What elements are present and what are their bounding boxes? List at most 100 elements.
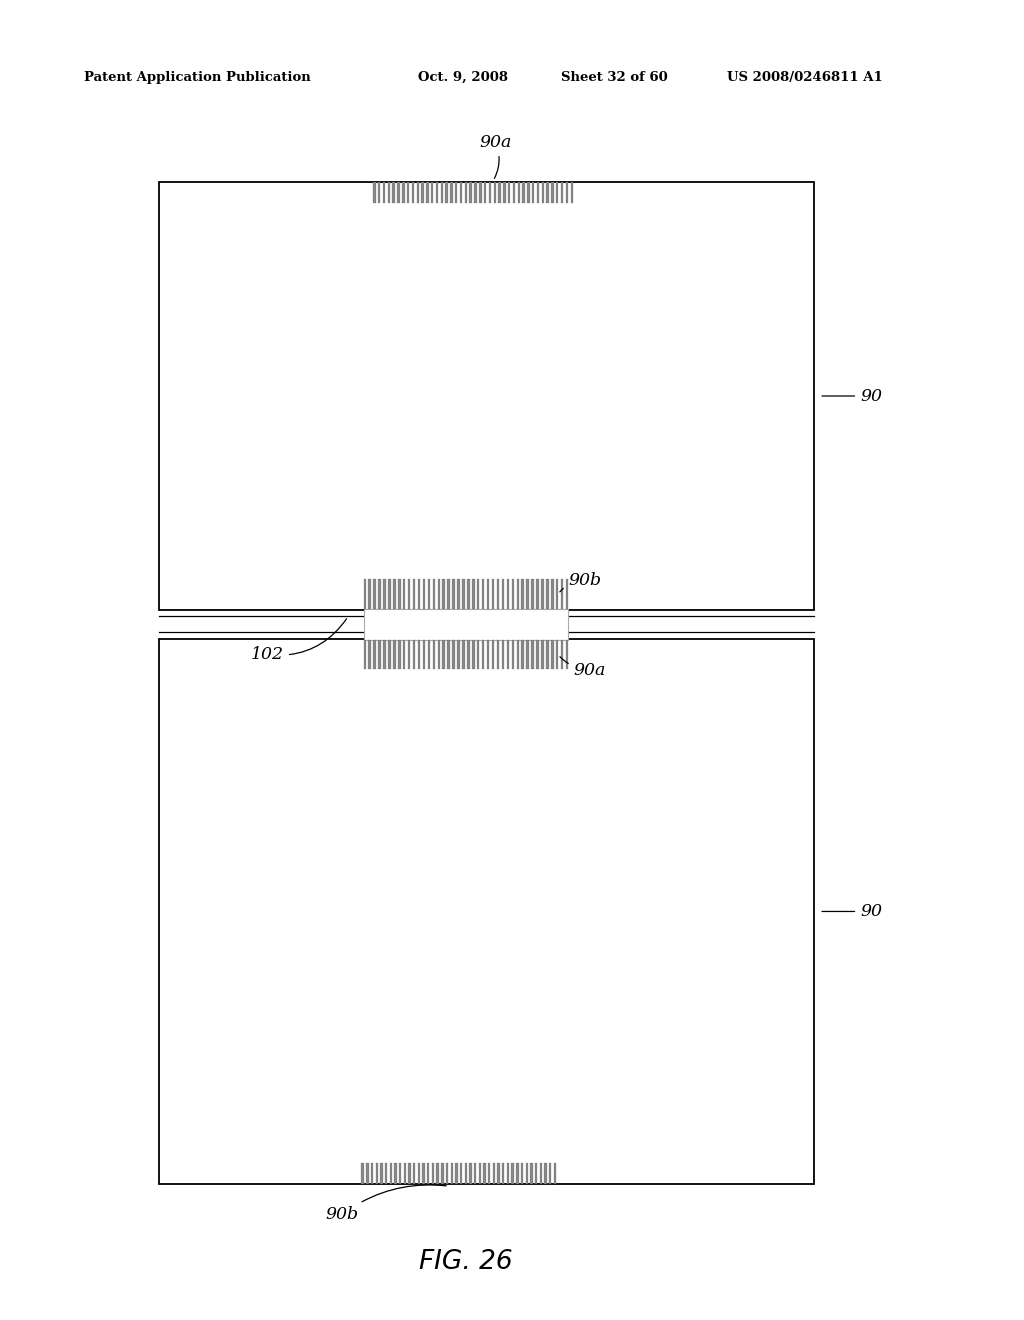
- Bar: [423, 640, 425, 669]
- Bar: [502, 579, 504, 609]
- Bar: [380, 1163, 383, 1184]
- Bar: [374, 182, 376, 203]
- Bar: [477, 579, 479, 609]
- Bar: [413, 579, 416, 609]
- Bar: [516, 579, 519, 609]
- Bar: [159, 639, 814, 1184]
- Bar: [512, 579, 514, 609]
- Bar: [418, 640, 420, 669]
- Bar: [364, 609, 568, 640]
- Bar: [551, 640, 554, 669]
- Text: 90: 90: [822, 388, 882, 404]
- Bar: [525, 1163, 528, 1184]
- Bar: [374, 640, 376, 669]
- Bar: [493, 1163, 495, 1184]
- Bar: [540, 1163, 542, 1184]
- Bar: [537, 182, 540, 203]
- Bar: [367, 1163, 369, 1184]
- Bar: [388, 579, 391, 609]
- Bar: [458, 640, 460, 669]
- Bar: [546, 640, 549, 669]
- Bar: [426, 182, 429, 203]
- Bar: [549, 1163, 551, 1184]
- Bar: [393, 579, 395, 609]
- Bar: [437, 579, 440, 609]
- Bar: [467, 640, 470, 669]
- Bar: [376, 1163, 378, 1184]
- Bar: [428, 579, 430, 609]
- Bar: [521, 579, 524, 609]
- Bar: [521, 1163, 523, 1184]
- Bar: [413, 640, 416, 669]
- Bar: [547, 182, 549, 203]
- Bar: [432, 1163, 434, 1184]
- Bar: [556, 579, 558, 609]
- Bar: [531, 579, 534, 609]
- Bar: [412, 182, 414, 203]
- Bar: [566, 640, 568, 669]
- Bar: [566, 579, 568, 609]
- Text: Patent Application Publication: Patent Application Publication: [84, 71, 310, 83]
- Bar: [389, 1163, 392, 1184]
- Bar: [440, 182, 443, 203]
- Text: 90a: 90a: [479, 135, 512, 178]
- Bar: [492, 579, 495, 609]
- Bar: [497, 579, 500, 609]
- Bar: [532, 182, 535, 203]
- Bar: [554, 1163, 556, 1184]
- Bar: [408, 640, 411, 669]
- Bar: [462, 640, 465, 669]
- Bar: [512, 640, 514, 669]
- Bar: [482, 640, 484, 669]
- Bar: [565, 182, 568, 203]
- Bar: [542, 182, 544, 203]
- Bar: [530, 1163, 532, 1184]
- Bar: [507, 579, 509, 609]
- Bar: [561, 182, 563, 203]
- Bar: [436, 182, 438, 203]
- Bar: [517, 182, 520, 203]
- Bar: [413, 1163, 416, 1184]
- Bar: [460, 182, 462, 203]
- Bar: [474, 182, 477, 203]
- Text: Sheet 32 of 60: Sheet 32 of 60: [561, 71, 668, 83]
- Bar: [445, 1163, 449, 1184]
- Bar: [374, 579, 376, 609]
- Bar: [546, 579, 549, 609]
- Bar: [397, 182, 399, 203]
- Bar: [561, 640, 563, 669]
- Bar: [418, 1163, 420, 1184]
- Bar: [486, 579, 489, 609]
- Bar: [399, 1163, 401, 1184]
- Bar: [364, 640, 366, 669]
- Bar: [526, 640, 528, 669]
- Bar: [442, 579, 445, 609]
- Bar: [570, 182, 573, 203]
- Bar: [369, 640, 371, 669]
- Bar: [484, 182, 486, 203]
- Bar: [556, 640, 558, 669]
- Bar: [418, 579, 420, 609]
- Bar: [531, 640, 534, 669]
- Text: US 2008/0246811 A1: US 2008/0246811 A1: [727, 71, 883, 83]
- Bar: [561, 579, 563, 609]
- Bar: [445, 182, 447, 203]
- Bar: [551, 182, 554, 203]
- Bar: [378, 182, 381, 203]
- Bar: [483, 1163, 485, 1184]
- Bar: [482, 579, 484, 609]
- Bar: [508, 182, 510, 203]
- Bar: [462, 579, 465, 609]
- Bar: [512, 1163, 514, 1184]
- Bar: [407, 182, 410, 203]
- Text: 90: 90: [822, 903, 882, 920]
- Bar: [441, 1163, 443, 1184]
- Bar: [378, 579, 381, 609]
- Bar: [159, 182, 814, 610]
- Bar: [436, 1163, 439, 1184]
- Bar: [383, 182, 385, 203]
- Text: 90b: 90b: [326, 1185, 446, 1222]
- Bar: [527, 182, 529, 203]
- Bar: [551, 579, 554, 609]
- Bar: [383, 640, 386, 669]
